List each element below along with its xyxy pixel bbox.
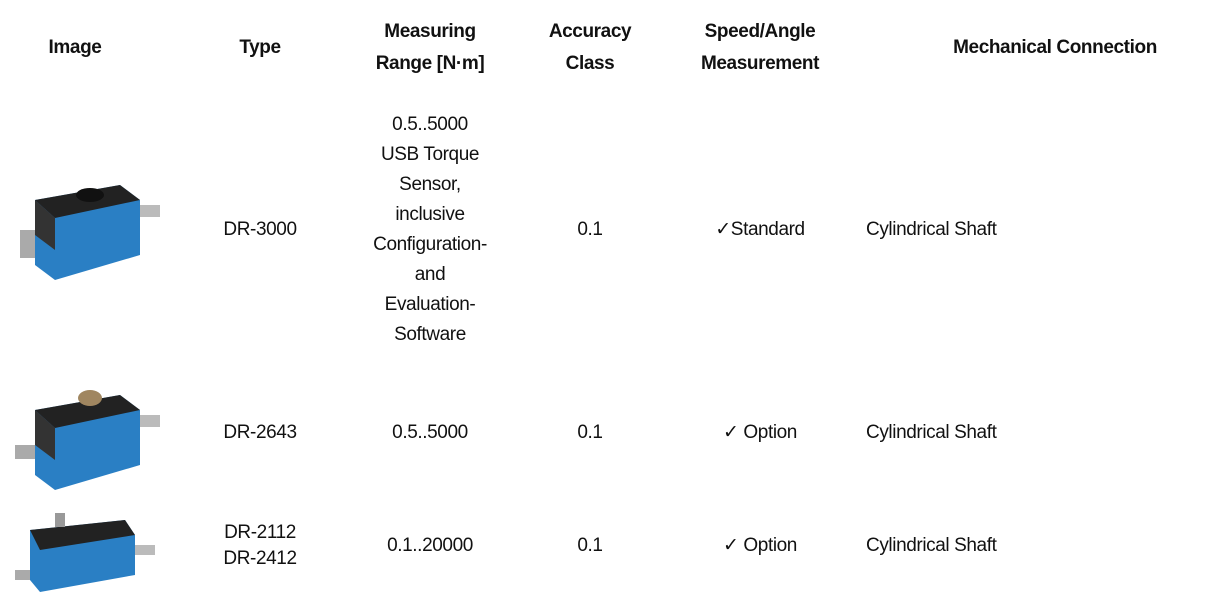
speed-cell: ✓ Option: [670, 500, 850, 592]
product-image: [10, 505, 160, 592]
accuracy-cell: 0.1: [520, 95, 660, 365]
speed-cell: ✓Standard: [670, 95, 850, 365]
header-cell: Accuracy Class: [520, 0, 660, 95]
range-cell: 0.5..5000 USB Torque Sensor, inclusive C…: [355, 95, 505, 365]
accuracy-cell: 0.1: [520, 500, 660, 592]
type-cell: DR-2112 DR-2412: [185, 500, 335, 592]
connection-cell: Cylindrical Shaft: [866, 500, 1196, 592]
type-cell: DR-2643: [185, 365, 335, 500]
connection-cell: Cylindrical Shaft: [866, 365, 1196, 500]
range-cell: 0.5..5000: [355, 365, 505, 500]
header-cell: Mechanical Connection: [905, 0, 1205, 95]
range-cell: 0.1..20000: [355, 500, 505, 592]
header-cell: Speed/Angle Measurement: [670, 0, 850, 95]
product-image: [10, 160, 160, 290]
type-cell: DR-3000: [185, 95, 335, 365]
header-cell: Measuring Range [N·m]: [350, 0, 510, 95]
connection-cell: Cylindrical Shaft: [866, 95, 1196, 365]
accuracy-cell: 0.1: [520, 365, 660, 500]
product-image: [10, 370, 160, 495]
header-cell: Image: [0, 0, 150, 95]
speed-cell: ✓ Option: [670, 365, 850, 500]
page: Image Type Measuring Range [N·m] Accurac…: [0, 0, 1206, 592]
header-cell: Type: [185, 0, 335, 95]
